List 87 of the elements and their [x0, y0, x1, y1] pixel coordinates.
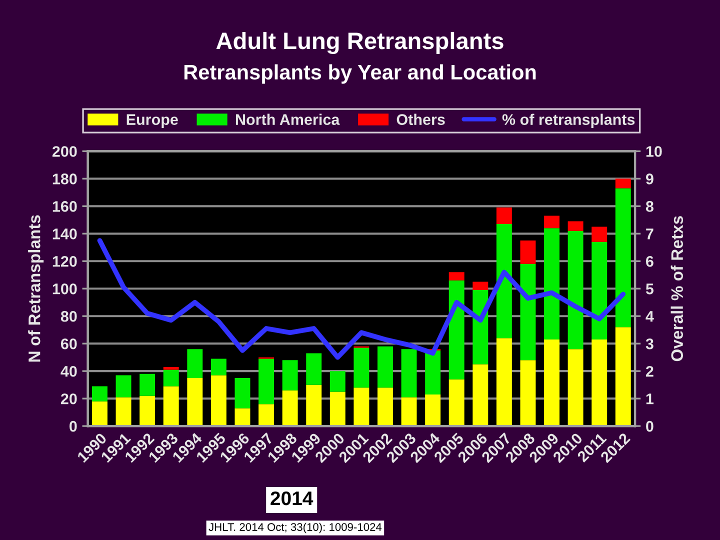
bar	[520, 360, 536, 426]
y2-tick-label: 6	[646, 256, 654, 267]
bar	[568, 221, 584, 231]
bar	[234, 408, 250, 426]
bar	[210, 358, 226, 376]
bar	[163, 386, 179, 426]
bar	[496, 224, 512, 338]
bar	[472, 282, 488, 290]
bar	[163, 370, 179, 386]
legend-label: Others	[396, 114, 445, 125]
y2-tick-label: 1	[646, 394, 654, 404]
line-series	[97, 238, 626, 360]
y2-tick-label: 7	[646, 228, 654, 240]
bar	[354, 348, 370, 388]
bar	[425, 394, 441, 426]
bar	[520, 264, 536, 360]
bar	[592, 242, 608, 340]
y2-tick-label: 9	[646, 174, 654, 184]
y-tick-label: 60	[60, 338, 77, 350]
bar	[140, 374, 156, 396]
y-tick-label: 100	[52, 284, 77, 294]
text: 2014	[270, 491, 314, 506]
y-tick-label: 120	[52, 256, 77, 267]
y2-tick-label: 3	[646, 338, 654, 350]
bar	[187, 378, 203, 426]
bar	[544, 216, 560, 228]
bar	[187, 349, 203, 378]
bar	[401, 397, 417, 426]
bar	[282, 360, 298, 390]
y2-tick-label: 10	[646, 146, 662, 157]
text: JHLT. 2014 Oct; 33(10): 1009-1024	[208, 522, 382, 534]
bar	[330, 392, 346, 426]
bar	[258, 358, 274, 404]
bar	[258, 404, 274, 426]
y-tick-label: 0	[70, 420, 77, 432]
y2-axis-title: Overall % of Retxs	[670, 216, 684, 362]
y2-tick-label: 8	[646, 201, 654, 212]
legend-label: Europe	[126, 114, 178, 128]
y2-tick-label: 2	[646, 366, 654, 377]
bar	[140, 396, 156, 426]
bar	[448, 272, 464, 280]
bar	[544, 228, 560, 340]
bar	[306, 384, 322, 426]
y-tick-label: 40	[60, 366, 77, 377]
bar	[306, 353, 322, 385]
bar	[116, 397, 132, 426]
bar	[378, 346, 393, 388]
bar	[615, 327, 631, 426]
bar	[378, 388, 393, 426]
bar	[520, 240, 536, 264]
bar	[496, 338, 512, 426]
bar	[92, 386, 108, 402]
y2-tick-label: 5	[646, 284, 654, 294]
legend-label: % of retransplants	[502, 114, 635, 128]
legend-label: North America	[236, 114, 340, 125]
bar	[496, 208, 512, 224]
y-tick-label: 80	[60, 310, 77, 322]
bar	[472, 364, 488, 426]
y-axis-title: N of Retransplants	[28, 215, 44, 362]
bar	[116, 375, 132, 398]
y-tick-label: 180	[52, 174, 77, 184]
bar	[615, 188, 631, 328]
y-tick-label: 140	[52, 228, 77, 240]
bar	[210, 375, 226, 426]
bar	[592, 339, 608, 426]
y2-tick-label: 4	[646, 311, 654, 322]
bar	[448, 379, 464, 426]
bar	[615, 178, 631, 188]
y-tick-label: 200	[52, 146, 77, 157]
bar	[282, 390, 298, 426]
y-tick-label: 160	[52, 201, 77, 212]
bar	[425, 350, 441, 394]
chart-title: Adult Lung Retransplants	[216, 32, 504, 54]
y-tick-label: 20	[60, 393, 77, 404]
bar	[568, 230, 584, 350]
bar	[163, 366, 179, 370]
bar	[568, 349, 584, 426]
chart-subtitle: Retransplants by Year and Location	[184, 64, 536, 84]
bar	[401, 349, 417, 398]
bar	[330, 371, 346, 392]
bar	[592, 226, 608, 242]
bar	[354, 388, 370, 426]
bar	[448, 280, 464, 380]
bar	[544, 339, 560, 426]
bar	[234, 378, 250, 408]
bar	[92, 401, 108, 426]
y2-tick-label: 0	[646, 420, 654, 432]
